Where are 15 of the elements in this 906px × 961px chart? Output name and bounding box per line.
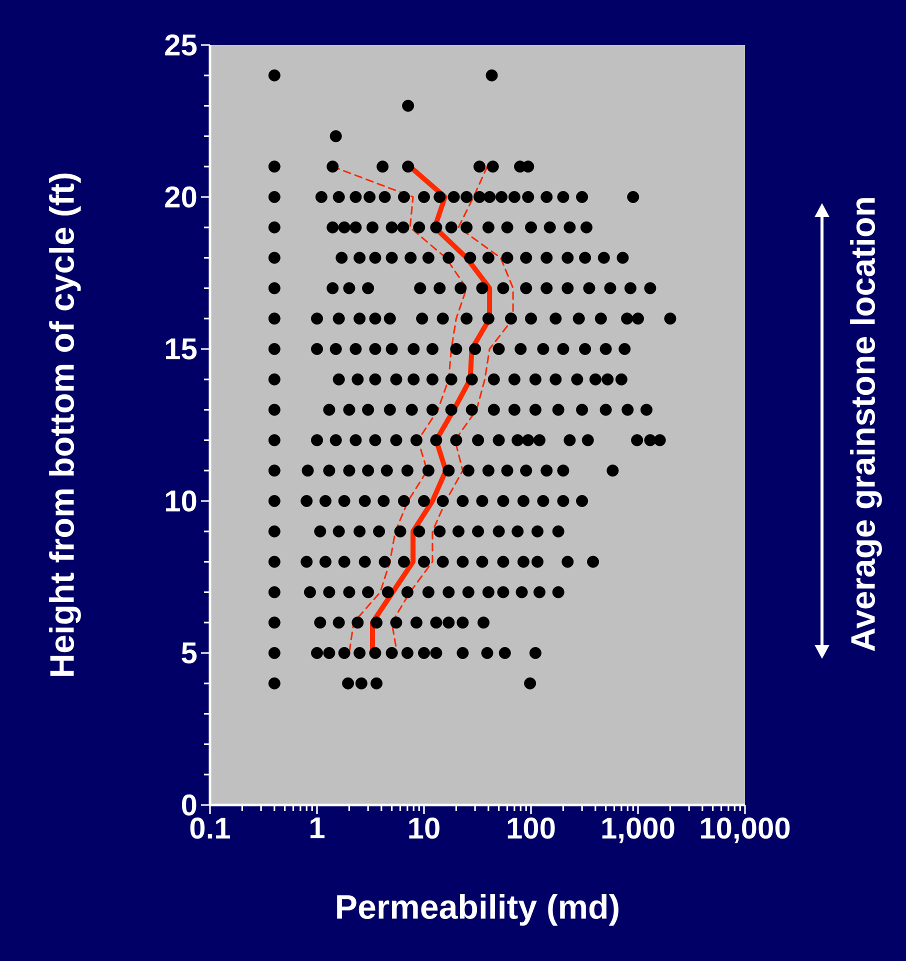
y-tick-label: 15 xyxy=(166,338,197,360)
y-tick-label: 10 xyxy=(166,490,196,512)
y-tick-label: 5 xyxy=(182,642,197,664)
x-tick-label: 100 xyxy=(508,818,555,839)
x-tick-label: 0.1 xyxy=(190,818,230,839)
x-axis-title: Permeability (md) xyxy=(337,894,618,926)
x-tick-label: 10,000 xyxy=(701,818,790,844)
text: Average grainstone location xyxy=(850,198,882,652)
y-axis-title: Height from bottom of cycle (ft) xyxy=(49,174,81,676)
x-tick-label: 10 xyxy=(409,818,440,839)
y-tick-label: 25 xyxy=(165,34,197,56)
y-tick-label: 0 xyxy=(182,794,196,816)
y-tick-label: 20 xyxy=(165,186,196,208)
x-tick-label: 1 xyxy=(310,818,325,838)
x-tick-label: 1,000 xyxy=(602,818,674,844)
